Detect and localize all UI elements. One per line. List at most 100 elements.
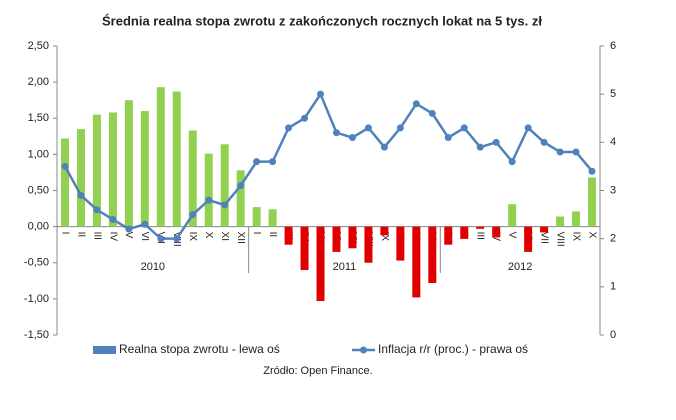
line-marker <box>380 143 388 151</box>
y-tick-label: 2,00 <box>28 76 49 88</box>
y2-tick-label: 1 <box>610 281 616 293</box>
bar <box>268 209 277 227</box>
bar <box>348 226 357 249</box>
x-tick-label: XI <box>219 232 230 241</box>
bar <box>220 144 229 227</box>
bar <box>332 226 341 252</box>
line-marker <box>508 158 516 166</box>
line-marker <box>205 196 213 204</box>
group-label: 2012 <box>508 261 532 273</box>
line <box>63 91 593 240</box>
line-marker <box>317 90 325 98</box>
bar <box>60 138 69 227</box>
line-marker <box>109 215 117 223</box>
line-marker <box>492 138 500 146</box>
line-marker <box>285 124 293 132</box>
line-marker <box>428 109 436 117</box>
legend-label: Inflacja r/r (proc.) - prawa oś <box>378 342 528 356</box>
y-tick-label: 1,50 <box>28 112 49 124</box>
line-marker <box>237 182 245 190</box>
line-marker <box>93 206 101 214</box>
bar <box>444 226 453 245</box>
line-marker <box>444 134 452 142</box>
bar <box>252 207 261 227</box>
line-marker <box>61 162 69 170</box>
x-tick-label: XII <box>235 232 246 244</box>
x-tick-label: X <box>203 232 214 239</box>
line-marker <box>588 167 596 175</box>
line-marker <box>332 129 340 137</box>
source: Zródło: Open Finance. <box>263 365 372 377</box>
x-tick-label: IX <box>379 232 390 242</box>
x-tick-label: II <box>75 232 86 238</box>
bar <box>92 114 101 227</box>
y2-tick-label: 0 <box>610 329 616 341</box>
chart-title: Średnia realna stopa zwrotu z zakończony… <box>102 13 542 28</box>
bar <box>108 112 117 227</box>
bar <box>460 226 469 239</box>
line-marker <box>301 114 309 122</box>
line-marker <box>253 158 261 166</box>
line-marker <box>540 138 548 146</box>
line-marker <box>141 220 149 228</box>
group-label: 2010 <box>141 261 165 273</box>
x-tick-label: I <box>59 232 70 235</box>
line-marker <box>221 201 229 209</box>
bar <box>492 226 501 238</box>
line-marker <box>556 148 564 156</box>
bar <box>236 170 245 227</box>
bar <box>396 226 405 261</box>
y-tick-label: -1,50 <box>24 329 49 341</box>
bar <box>140 111 149 227</box>
bar <box>476 226 485 229</box>
x-tick-label: VI <box>139 232 150 241</box>
line-marker <box>189 211 197 219</box>
line-marker <box>476 143 484 151</box>
bar <box>172 91 181 227</box>
legend-label: Realna stopa zwrotu - lewa oś <box>119 342 280 356</box>
line-marker <box>364 124 372 132</box>
bar <box>556 216 565 227</box>
legend-marker <box>360 346 367 354</box>
x-tick-label: I <box>251 232 262 235</box>
bar <box>76 129 85 227</box>
bar <box>540 226 549 233</box>
line-marker <box>396 124 404 132</box>
line-marker <box>348 134 356 142</box>
line-marker <box>460 124 468 132</box>
x-tick-label: V <box>507 232 518 239</box>
group-label: 2011 <box>333 261 357 273</box>
x-tick-label: IX <box>187 232 198 242</box>
line-marker <box>157 235 165 243</box>
line-marker <box>269 158 277 166</box>
x-tick-label: III <box>475 232 486 240</box>
line-marker <box>77 191 85 199</box>
bar <box>428 226 437 283</box>
x-tick-label: VIII <box>554 232 565 247</box>
line-marker <box>173 235 181 243</box>
x-tick-label: VII <box>538 232 549 244</box>
y2-tick-label: 6 <box>610 40 616 52</box>
line-marker <box>572 148 580 156</box>
bar <box>364 226 373 263</box>
bar <box>588 177 597 227</box>
bar <box>156 87 165 227</box>
legend-swatch <box>93 346 116 354</box>
y2-tick-label: 3 <box>610 184 616 196</box>
bar <box>508 204 517 227</box>
y-tick-label: 0,00 <box>28 221 49 233</box>
bar <box>412 226 421 298</box>
line-marker <box>125 225 133 233</box>
bar <box>524 226 533 252</box>
line-marker <box>524 124 532 132</box>
line-marker <box>412 100 420 108</box>
bar <box>300 226 309 270</box>
y-tick-label: 0,50 <box>28 184 49 196</box>
x-tick-label: IV <box>107 232 118 242</box>
bar <box>572 211 581 227</box>
y2-tick-label: 4 <box>610 136 616 148</box>
y-tick-label: 1,00 <box>28 148 49 160</box>
bar <box>284 226 293 245</box>
y2-tick-label: 2 <box>610 233 616 245</box>
